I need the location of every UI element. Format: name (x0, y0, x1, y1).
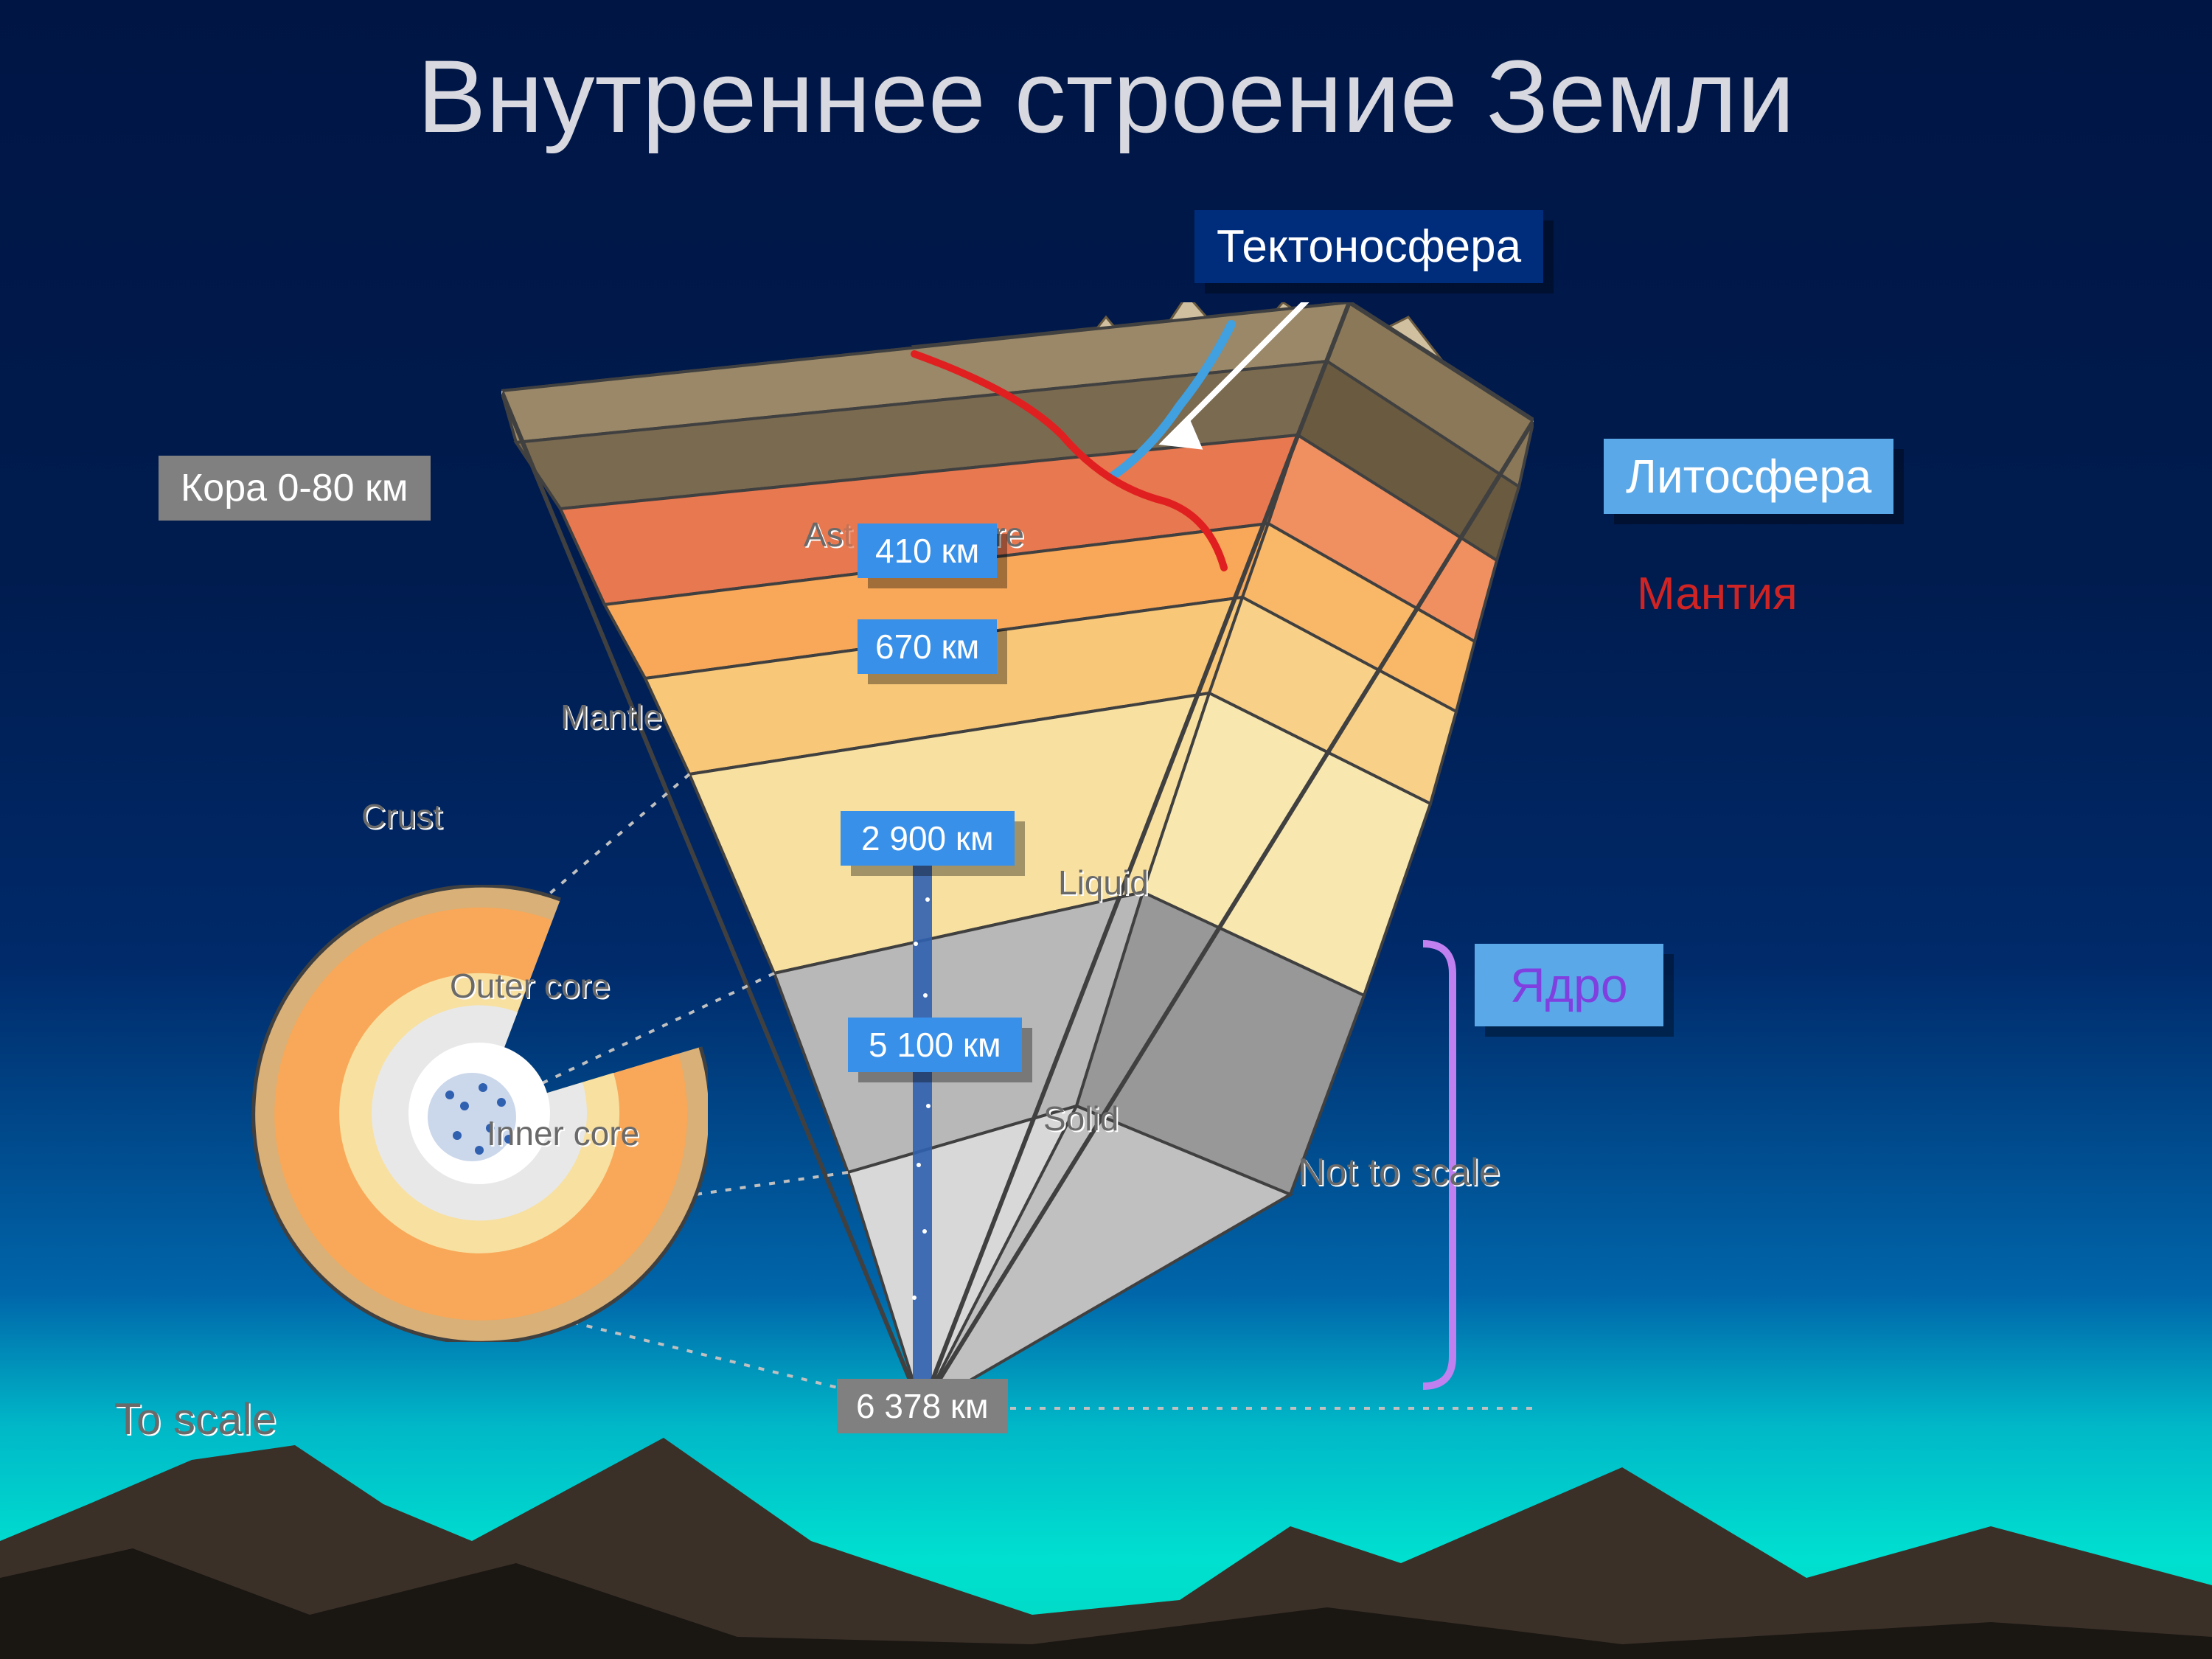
label-mantle-shadow: Mantle (560, 697, 662, 737)
label-not-to-scale: Not to scale (1298, 1150, 1500, 1194)
label-crust-shadow: Crust (361, 796, 442, 836)
badge-tectonosphere: Тектоносфера (1194, 210, 1543, 283)
label-liquid: Liquid (1058, 863, 1149, 902)
depth-2900: 2 900 км (841, 811, 1015, 866)
page-title: Внутреннее строение Земли (0, 37, 2212, 156)
depth-410: 410 км (858, 524, 997, 578)
label-to-scale: To scale (114, 1394, 276, 1444)
badge-crust: Кора 0-80 км (159, 456, 431, 521)
label-solid: Solid (1043, 1099, 1119, 1138)
depth-6378: 6 378 км (837, 1379, 1008, 1433)
badge-core: Ядро (1475, 944, 1663, 1026)
badge-lithosphere: Литосфера (1604, 439, 1893, 514)
depth-670: 670 км (858, 619, 997, 674)
label-mantle: Мантия (1637, 568, 1798, 620)
label-outer-core-shadow: Outer core (450, 966, 610, 1006)
depth-5100: 5 100 км (848, 1018, 1022, 1072)
label-inner-core-shadow: Inner core (487, 1113, 639, 1153)
